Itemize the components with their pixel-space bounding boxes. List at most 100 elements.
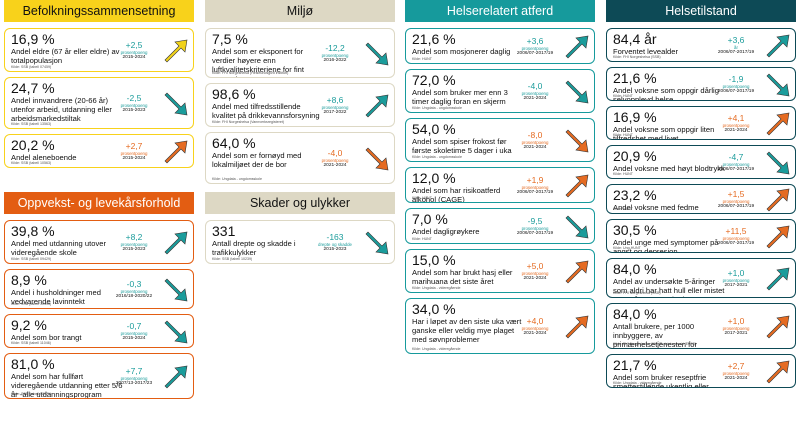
- change-block: +2,7 prosentpoeng 2015-2024: [109, 142, 159, 162]
- change-block: -163 drepte og skadde 2015-2023: [310, 233, 360, 253]
- indicator-card: 20,9 % Andel voksne med høyt blodtrykk Kil…: [606, 145, 796, 179]
- change-value: +11,5: [725, 226, 747, 236]
- indicator-source: Kilde: HUNT: [412, 196, 432, 200]
- indicator-card: 98,6 % Andel med tilfredsstillende kvalit…: [205, 83, 395, 127]
- change-unit: prosentpoeng: [521, 271, 549, 276]
- change-unit: prosentpoeng: [722, 371, 750, 376]
- indicator-card: 39,8 % Andel med utdanning utover videreg…: [4, 220, 194, 264]
- indicator-value: 84,0 %: [613, 306, 657, 322]
- indicator-source: Kilde: FHI Norgeshelsa (KUHR-databasen i…: [613, 342, 697, 346]
- change-period: 2006/07-2017/19: [717, 241, 755, 246]
- change-block: -4,0 prosentpoeng 2021-2024: [310, 148, 360, 169]
- indicator-card: 54,0 % Andel som spiser frokost før først…: [405, 118, 595, 162]
- change-period: 2021-2024: [523, 276, 547, 281]
- arrow-up-icon: [766, 315, 790, 339]
- change-period: 2006/07-2017/19: [516, 231, 554, 236]
- change-value: +4,0: [526, 316, 544, 326]
- change-block: +2,7 prosentpoeng 2021-2024: [711, 362, 761, 382]
- change-value: -4,7: [728, 152, 744, 162]
- indicator-source: Kilde: FHI Norgeshelsa (Helseunosgivd in…: [212, 71, 289, 75]
- arrow-up-icon: [766, 360, 790, 384]
- indicator-value: 98,6 %: [212, 86, 256, 102]
- change-unit: prosentpoeng: [521, 91, 549, 96]
- change-period: 2021-2024: [523, 145, 547, 150]
- indicator-label: Andel som har brukt hasj eller marihuana…: [412, 268, 513, 286]
- change-value: +1,5: [727, 189, 745, 199]
- change-block: -8,0 prosentpoeng 2021-2024: [510, 131, 560, 151]
- change-unit: prosentpoeng: [521, 140, 549, 145]
- indicator-label: Andel som er eksponert for verdier høyer…: [212, 47, 305, 77]
- arrow-down-icon: [164, 320, 188, 344]
- indicator-source: Kilde: HUNT: [412, 57, 432, 61]
- change-block: +3,6 år 2006/07-2017/19: [711, 35, 761, 56]
- indicator-value: 331: [212, 223, 236, 239]
- change-value: +1,0: [727, 268, 745, 278]
- indicator-card: 72,0 % Andel som bruker mer enn 3 timer d…: [405, 69, 595, 113]
- indicator-source: Kilde: HUNT: [613, 207, 633, 211]
- indicator-label: Andel unge med symptomer på angst og dep…: [613, 238, 719, 253]
- column-helsetilstand: Helsetilstand 84,4 år Forventet levealder K…: [606, 0, 796, 393]
- indicator-value: 84,0 %: [613, 261, 657, 277]
- column-miljo: Miljø 7,5 % Andel som er eksponert for ver…: [205, 0, 395, 189]
- arrow-down-icon: [565, 80, 589, 104]
- change-value: -4,0: [327, 148, 343, 158]
- change-unit: prosentpoeng: [321, 105, 349, 110]
- change-block: -9,5 prosentpoeng 2006/07-2017/19: [510, 217, 560, 237]
- indicator-value: 21,6 %: [613, 70, 657, 86]
- change-period: 2016-2022: [323, 58, 347, 63]
- arrow-up-icon: [164, 140, 188, 164]
- indicator-card: 16,9 % Andel voksne som oppgir liten tilf…: [606, 106, 796, 140]
- change-block: -12,2 prosentpoeng 2016-2022: [310, 44, 360, 64]
- indicator-card: 34,0 % Har i løpet av den siste uka vært …: [405, 298, 595, 354]
- section-header-helseatferd: Helserelatert atferd: [405, 0, 595, 22]
- arrow-down-icon: [365, 147, 389, 171]
- indicator-value: 16,9 %: [613, 109, 657, 125]
- indicator-value: 39,8 %: [11, 223, 55, 239]
- change-unit: prosentpoeng: [521, 185, 549, 190]
- indicator-label: Andel i husholdninger med vedvarende lav…: [11, 288, 101, 306]
- indicator-value: 7,0 %: [412, 211, 448, 227]
- change-unit: prosentpoeng: [120, 151, 148, 156]
- change-block: +4,0 prosentpoeng 2021-2024: [510, 316, 560, 337]
- change-block: +1,9 prosentpoeng 2006/07-2017/19: [510, 175, 560, 196]
- indicator-value: 23,2 %: [613, 187, 657, 203]
- arrow-down-icon: [766, 151, 790, 175]
- arrow-down-icon: [164, 92, 188, 116]
- arrow-up-icon: [766, 267, 790, 291]
- change-block: +1,0 prosentpoeng 2017-2021: [711, 268, 761, 289]
- change-unit: prosentpoeng: [321, 158, 349, 163]
- indicator-value: 30,5 %: [613, 222, 657, 238]
- indicator-label: Antall brukere, per 1000 innbyggere, av …: [613, 322, 697, 349]
- indicator-value: 12,0 %: [412, 170, 456, 186]
- indicator-value: 84,4 år: [613, 31, 657, 47]
- arrow-up-icon: [565, 174, 589, 198]
- change-block: +7,7 prosentpoeng 2007/13-2017/23: [109, 367, 159, 387]
- indicator-card: 81,0 % Andel som har fullført videregåend…: [4, 353, 194, 399]
- change-period: 2017-2022: [323, 110, 347, 115]
- change-value: +3,6: [526, 36, 544, 46]
- change-unit: prosentpoeng: [722, 326, 750, 331]
- indicator-card: 9,2 % Andel som bor trangt Kilde: SSB (tab…: [4, 314, 194, 348]
- change-unit: prosentpoeng: [722, 199, 750, 204]
- change-value: +2,5: [125, 40, 143, 50]
- change-value: +1,9: [526, 175, 544, 185]
- indicator-label: Andel som bor trangt: [11, 333, 82, 342]
- indicator-source: Kilde: SSB (tabell 13563): [11, 122, 52, 126]
- column-helseatferd: Helserelatert atferd 21,6 % Andel som mosj…: [405, 0, 595, 359]
- indicator-card: 331 Antall drepte og skadde i trafikkulyk…: [205, 220, 395, 264]
- indicator-value: 34,0 %: [412, 301, 456, 317]
- change-block: -0,7 prosentpoeng 2015-2024: [109, 322, 159, 342]
- indicator-label: Andel med utdanning utover videregående …: [11, 239, 106, 257]
- change-unit: prosentpoeng: [120, 289, 148, 294]
- change-block: +3,6 prosentpoeng 2006/07-2017/19: [510, 36, 560, 57]
- change-period: 2006/07-2017/19: [717, 89, 755, 94]
- arrow-up-icon: [565, 260, 589, 284]
- change-period: 2021-2024: [523, 96, 547, 101]
- change-block: +1,5 prosentpoeng 2006/07-2017/19: [711, 189, 761, 210]
- change-unit: prosentpoeng: [120, 50, 148, 55]
- change-value: +3,6: [727, 35, 745, 45]
- change-value: +8,2: [125, 232, 143, 242]
- change-period: 2015-2024: [122, 336, 146, 341]
- indicator-label: Andel som bruker mer enn 3 timer daglig …: [412, 88, 508, 106]
- indicator-value: 16,9 %: [11, 31, 55, 47]
